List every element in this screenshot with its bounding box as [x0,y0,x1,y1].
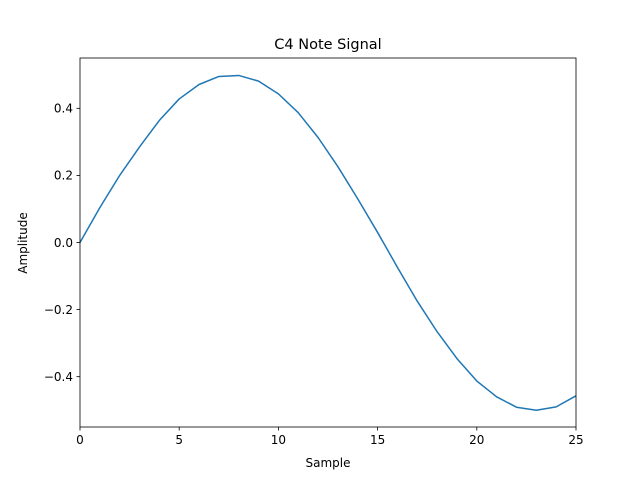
x-tick-label: 5 [175,433,183,447]
x-tick-label: 15 [370,433,385,447]
x-tick-label: 0 [76,433,84,447]
x-tick-label: 10 [271,433,286,447]
x-tick-label: 20 [469,433,484,447]
y-tick-label: −0.4 [44,370,73,384]
x-tick-label: 25 [568,433,583,447]
series-line-0 [79,74,577,411]
chart-title: C4 Note Signal [274,37,381,53]
plot-area [79,74,577,411]
y-tick-label: −0.2 [44,303,73,317]
y-tick-label: 0.2 [54,169,73,183]
y-tick-label: 0.0 [54,236,73,250]
y-tick-label: 0.4 [54,102,73,116]
axis-ticks: 0 5 10 15 20 25 −0.4 −0.2 0.0 0.2 0.4 [44,102,584,447]
x-axis-label: Sample [306,456,351,470]
y-axis-label: Amplitude [16,212,30,274]
